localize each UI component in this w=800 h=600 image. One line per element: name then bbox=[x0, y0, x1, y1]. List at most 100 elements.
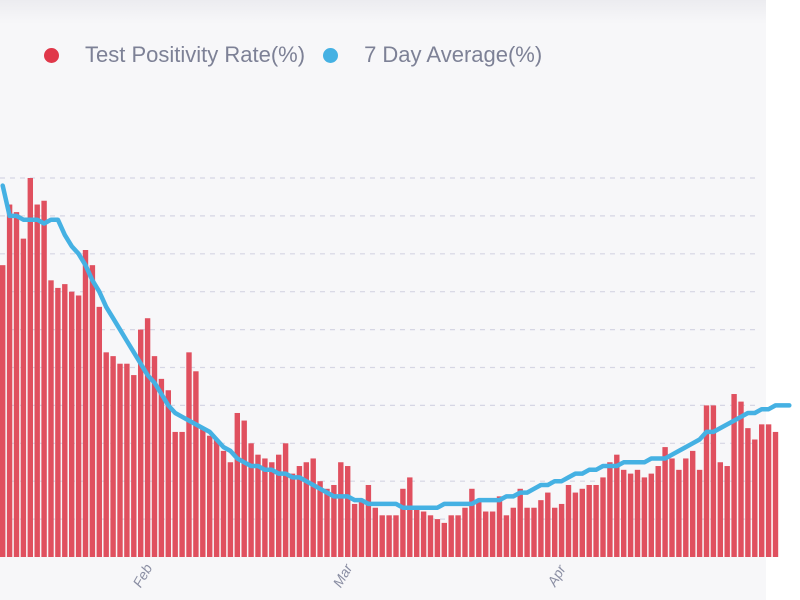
bar[interactable] bbox=[6, 204, 13, 557]
bar[interactable] bbox=[144, 318, 151, 557]
bar[interactable] bbox=[759, 424, 765, 557]
bar[interactable] bbox=[158, 378, 165, 557]
bar[interactable] bbox=[393, 515, 399, 557]
bar[interactable] bbox=[179, 431, 185, 557]
bar[interactable] bbox=[41, 200, 47, 558]
bar[interactable] bbox=[186, 352, 192, 557]
bar[interactable] bbox=[641, 477, 648, 557]
bar[interactable] bbox=[269, 462, 275, 557]
bar[interactable] bbox=[414, 507, 420, 557]
bar[interactable] bbox=[27, 178, 33, 557]
bar[interactable] bbox=[531, 507, 537, 557]
bar[interactable] bbox=[489, 511, 496, 557]
legend-item-average[interactable]: 7 Day Average(%) bbox=[323, 42, 542, 68]
bar[interactable] bbox=[351, 503, 358, 557]
bar[interactable] bbox=[138, 329, 144, 557]
bar[interactable] bbox=[483, 511, 489, 557]
bar[interactable] bbox=[227, 462, 234, 557]
bar[interactable] bbox=[55, 287, 61, 557]
bar[interactable] bbox=[345, 466, 351, 557]
bar[interactable] bbox=[255, 454, 261, 557]
bar[interactable] bbox=[745, 428, 751, 557]
bar[interactable] bbox=[752, 439, 758, 557]
bar[interactable] bbox=[621, 469, 627, 557]
bar[interactable] bbox=[586, 484, 592, 557]
bar[interactable] bbox=[276, 454, 282, 557]
bar[interactable] bbox=[20, 238, 27, 557]
bar[interactable] bbox=[241, 420, 247, 557]
bar[interactable] bbox=[296, 466, 303, 557]
bar[interactable] bbox=[572, 492, 579, 557]
bar[interactable] bbox=[165, 390, 171, 557]
bar[interactable] bbox=[262, 458, 268, 557]
bar[interactable] bbox=[324, 488, 330, 557]
bar[interactable] bbox=[151, 356, 158, 557]
bar[interactable] bbox=[427, 515, 434, 557]
bar[interactable] bbox=[455, 515, 461, 557]
bar[interactable] bbox=[110, 356, 116, 557]
bar[interactable] bbox=[772, 431, 779, 557]
bar[interactable] bbox=[420, 511, 427, 557]
bar[interactable] bbox=[358, 500, 365, 557]
bar[interactable] bbox=[634, 469, 641, 557]
bar[interactable] bbox=[710, 405, 717, 557]
bar[interactable] bbox=[703, 405, 710, 557]
bar[interactable] bbox=[234, 412, 240, 557]
bar[interactable] bbox=[103, 352, 109, 557]
bar[interactable] bbox=[655, 466, 661, 557]
bar[interactable] bbox=[0, 265, 6, 557]
bar[interactable] bbox=[117, 363, 123, 557]
bar[interactable] bbox=[558, 503, 565, 557]
bar[interactable] bbox=[220, 450, 227, 557]
bar[interactable] bbox=[172, 431, 178, 557]
bar[interactable] bbox=[462, 507, 468, 557]
bar[interactable] bbox=[614, 454, 620, 557]
bar[interactable] bbox=[765, 424, 772, 557]
bar[interactable] bbox=[517, 488, 523, 557]
bar[interactable] bbox=[386, 515, 392, 557]
bar[interactable] bbox=[717, 462, 723, 557]
bar[interactable] bbox=[552, 507, 558, 557]
average-line-path[interactable] bbox=[0, 183, 792, 510]
bar[interactable] bbox=[724, 466, 730, 557]
bar[interactable] bbox=[593, 484, 599, 557]
bar[interactable] bbox=[538, 500, 544, 557]
bar[interactable] bbox=[545, 492, 551, 557]
bar[interactable] bbox=[676, 469, 682, 557]
bar[interactable] bbox=[510, 507, 516, 557]
bar[interactable] bbox=[34, 204, 40, 557]
bar[interactable] bbox=[331, 484, 337, 557]
bar[interactable] bbox=[62, 284, 68, 557]
bar[interactable] bbox=[372, 507, 378, 557]
bar[interactable] bbox=[738, 401, 744, 557]
bar[interactable] bbox=[696, 469, 703, 557]
bar[interactable] bbox=[662, 447, 668, 557]
bar[interactable] bbox=[496, 496, 503, 557]
bar[interactable] bbox=[565, 484, 572, 557]
bar[interactable] bbox=[338, 462, 344, 557]
bar[interactable] bbox=[683, 458, 689, 557]
bar[interactable] bbox=[607, 462, 613, 557]
bar[interactable] bbox=[213, 439, 220, 557]
bar[interactable] bbox=[469, 488, 475, 557]
legend-item-positivity[interactable]: Test Positivity Rate(%) bbox=[44, 42, 305, 68]
bar[interactable] bbox=[690, 450, 696, 557]
bar[interactable] bbox=[441, 522, 447, 557]
bar[interactable] bbox=[75, 295, 82, 557]
bar[interactable] bbox=[89, 265, 96, 557]
bar[interactable] bbox=[579, 488, 585, 557]
bar[interactable] bbox=[124, 363, 130, 557]
bar[interactable] bbox=[476, 500, 482, 557]
bar[interactable] bbox=[289, 473, 296, 557]
bar[interactable] bbox=[82, 250, 89, 557]
bar[interactable] bbox=[407, 477, 413, 557]
bar[interactable] bbox=[200, 428, 206, 557]
bar[interactable] bbox=[193, 371, 199, 557]
bar[interactable] bbox=[600, 477, 606, 557]
bar[interactable] bbox=[434, 519, 441, 557]
bar[interactable] bbox=[96, 306, 102, 557]
bar[interactable] bbox=[248, 443, 254, 557]
bar[interactable] bbox=[310, 458, 316, 557]
bar[interactable] bbox=[13, 212, 20, 558]
bar[interactable] bbox=[48, 280, 54, 557]
